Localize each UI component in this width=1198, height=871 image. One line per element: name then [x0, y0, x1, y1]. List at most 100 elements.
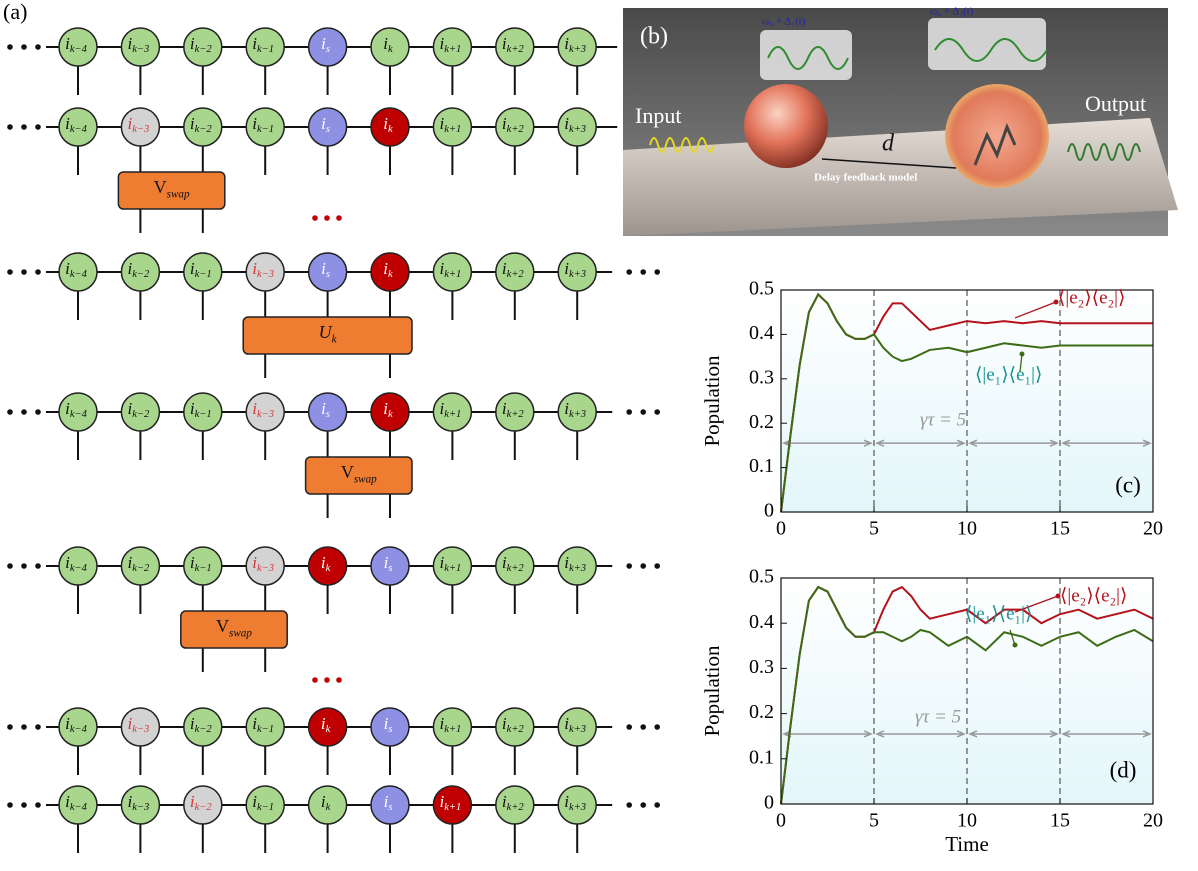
arrow-head [1013, 643, 1018, 648]
subscript: k−2 [195, 725, 213, 736]
subscript: k+2 [507, 410, 525, 421]
series-label: ⟨|e₁⟩⟨e₁|⟩ [975, 364, 1042, 385]
subscript: k [388, 270, 393, 281]
subscript: k−2 [132, 410, 150, 421]
subscript: swap [229, 627, 252, 639]
y-tick-label: 0.3 [749, 366, 774, 388]
ellipsis-dot [336, 215, 342, 221]
ellipsis-dot [626, 269, 632, 275]
ellipsis-dot [312, 677, 318, 683]
subscript: k−2 [195, 125, 213, 136]
subscript: k−2 [195, 45, 213, 56]
subscript: k+2 [507, 725, 525, 736]
x-tick-label: 5 [869, 810, 879, 832]
freq-label: ω₀ + Δ₁(t) [762, 16, 806, 28]
symbol: U [319, 322, 333, 342]
ellipsis-dot [35, 44, 41, 50]
subscript: k+3 [569, 270, 586, 281]
panel-label: (b) [640, 24, 668, 50]
subscript: k+3 [569, 803, 586, 814]
subscript: k+1 [444, 564, 461, 575]
panel-label: (c) [1115, 472, 1141, 497]
x-axis-label: Time [945, 832, 989, 856]
subscript: k+3 [569, 564, 586, 575]
subscript: k [326, 725, 331, 736]
subscript: k−3 [132, 125, 149, 136]
subscript: k−1 [195, 270, 212, 281]
ellipsis-dot [21, 724, 27, 730]
subscript: k−4 [70, 410, 88, 421]
arrow-head [1020, 352, 1025, 357]
resonator [945, 84, 1049, 188]
subscript: k−2 [195, 803, 213, 814]
x-tick-label: 10 [957, 810, 977, 832]
subscript: k−1 [257, 125, 274, 136]
ellipsis-dot [626, 802, 632, 808]
ellipsis-dot [336, 677, 342, 683]
ellipsis-dot [21, 44, 27, 50]
ellipsis-dot [654, 409, 660, 415]
ellipsis-dot [654, 724, 660, 730]
y-tick-label: 0.5 [749, 278, 774, 300]
freq-label: ω₀ + Δ₂(t) [930, 6, 974, 18]
ellipsis-dot [7, 409, 13, 415]
y-axis-label: Population [700, 355, 724, 447]
subscript: s [326, 270, 330, 281]
subscript: s [388, 803, 392, 814]
caption: Delay feedback model [814, 172, 917, 184]
ellipsis-dot [35, 269, 41, 275]
subscript: k−3 [132, 725, 149, 736]
distance-label: d [882, 131, 895, 157]
subscript: k−1 [257, 725, 274, 736]
ellipsis-dot [35, 409, 41, 415]
panel-label: (d) [1110, 757, 1137, 782]
y-tick-label: 0.2 [749, 411, 774, 433]
ellipsis-dot [7, 802, 13, 808]
x-tick-label: 15 [1050, 518, 1070, 540]
x-tick-label: 5 [869, 518, 879, 540]
subscript: k+2 [507, 270, 525, 281]
ellipsis-dot [324, 677, 330, 683]
ellipsis-dot [654, 563, 660, 569]
ellipsis-dot [7, 269, 13, 275]
ellipsis-dot [35, 124, 41, 130]
subscript: s [326, 125, 330, 136]
ellipsis-dot [640, 724, 646, 730]
subscript: s [326, 410, 330, 421]
subscript: k−2 [132, 564, 150, 575]
freq-box [760, 30, 852, 80]
x-tick-label: 0 [776, 518, 786, 540]
ellipsis-dot [7, 563, 13, 569]
subscript: k−1 [257, 803, 274, 814]
y-tick-label: 0.4 [749, 611, 774, 633]
ellipsis-dot [7, 124, 13, 130]
subscript: k+2 [507, 803, 525, 814]
subscript: k+2 [507, 125, 525, 136]
symbol: V [216, 616, 229, 636]
x-tick-label: 20 [1143, 810, 1163, 832]
y-tick-label: 0.4 [749, 322, 774, 344]
subscript: k [388, 125, 393, 136]
subscript: k−3 [257, 564, 274, 575]
subscript: k [388, 410, 393, 421]
subscript: k+1 [444, 270, 461, 281]
subscript: k−3 [132, 45, 149, 56]
y-tick-label: 0.2 [749, 701, 774, 723]
y-axis-label: Population [700, 645, 724, 737]
ellipsis-dot [654, 802, 660, 808]
subscript: k+3 [569, 45, 586, 56]
subscript: k+1 [444, 125, 461, 136]
x-tick-label: 20 [1143, 518, 1163, 540]
subscript: s [388, 564, 392, 575]
subscript: k+1 [444, 45, 461, 56]
x-tick-label: 10 [957, 518, 977, 540]
y-tick-label: 0 [764, 500, 774, 522]
ellipsis-dot [35, 802, 41, 808]
subscript: k−3 [257, 410, 274, 421]
output-label: Output [1085, 91, 1146, 116]
subscript: k [388, 45, 393, 56]
ellipsis-dot [640, 269, 646, 275]
series-label: ⟨|e₂⟩⟨e₂|⟩ [1058, 287, 1125, 308]
y-tick-label: 0 [764, 792, 774, 814]
subscript: swap [167, 188, 190, 200]
